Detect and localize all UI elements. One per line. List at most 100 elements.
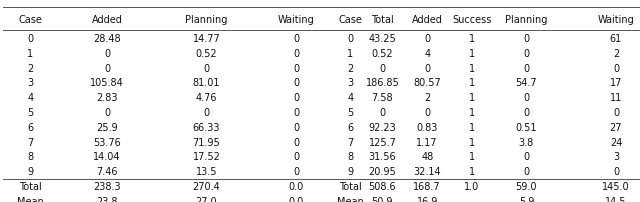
Text: 0: 0 bbox=[293, 166, 299, 176]
Text: 4: 4 bbox=[348, 93, 353, 103]
Text: 7: 7 bbox=[28, 137, 33, 147]
Text: 0: 0 bbox=[380, 63, 385, 73]
Text: 0: 0 bbox=[204, 63, 209, 73]
Text: 17.52: 17.52 bbox=[193, 152, 220, 162]
Text: 1: 1 bbox=[469, 166, 475, 176]
Text: 1: 1 bbox=[469, 78, 475, 88]
Text: 0.51: 0.51 bbox=[516, 122, 537, 132]
Text: 0.0: 0.0 bbox=[289, 181, 303, 191]
Text: 0: 0 bbox=[380, 107, 385, 117]
Text: Case: Case bbox=[19, 15, 42, 25]
Text: 81.01: 81.01 bbox=[193, 78, 220, 88]
Text: Planning: Planning bbox=[185, 15, 228, 25]
Text: 9: 9 bbox=[28, 166, 33, 176]
Text: 0: 0 bbox=[293, 48, 299, 58]
Text: 2: 2 bbox=[348, 63, 353, 73]
Text: 1: 1 bbox=[469, 137, 475, 147]
Text: 1: 1 bbox=[469, 48, 475, 58]
Text: 0.52: 0.52 bbox=[196, 48, 217, 58]
Text: 3: 3 bbox=[348, 78, 353, 88]
Text: 27.0: 27.0 bbox=[196, 196, 217, 202]
Text: 186.85: 186.85 bbox=[365, 78, 399, 88]
Text: Total: Total bbox=[19, 181, 42, 191]
Text: 6: 6 bbox=[348, 122, 353, 132]
Text: 0: 0 bbox=[204, 107, 209, 117]
Text: 1: 1 bbox=[469, 122, 475, 132]
Text: Planning: Planning bbox=[505, 15, 548, 25]
Text: 2: 2 bbox=[424, 93, 430, 103]
Text: 54.7: 54.7 bbox=[516, 78, 537, 88]
Text: 48: 48 bbox=[421, 152, 433, 162]
Text: 0: 0 bbox=[424, 107, 430, 117]
Text: 43.25: 43.25 bbox=[369, 34, 396, 44]
Text: 3.8: 3.8 bbox=[519, 137, 534, 147]
Text: Success: Success bbox=[452, 15, 492, 25]
Text: 3: 3 bbox=[28, 78, 33, 88]
Text: 0: 0 bbox=[524, 152, 529, 162]
Text: 0: 0 bbox=[293, 152, 299, 162]
Text: 7: 7 bbox=[348, 137, 353, 147]
Text: 1: 1 bbox=[469, 152, 475, 162]
Text: 32.14: 32.14 bbox=[413, 166, 441, 176]
Text: 2: 2 bbox=[28, 63, 33, 73]
Text: 0: 0 bbox=[104, 107, 110, 117]
Text: 0: 0 bbox=[293, 137, 299, 147]
Text: 0: 0 bbox=[293, 63, 299, 73]
Text: Added: Added bbox=[412, 15, 443, 25]
Text: 168.7: 168.7 bbox=[413, 181, 441, 191]
Text: 14.04: 14.04 bbox=[93, 152, 121, 162]
Text: 50.9: 50.9 bbox=[372, 196, 393, 202]
Text: 7.58: 7.58 bbox=[372, 93, 393, 103]
Text: 0: 0 bbox=[348, 34, 353, 44]
Text: 7.46: 7.46 bbox=[97, 166, 118, 176]
Text: 1: 1 bbox=[469, 107, 475, 117]
Text: 1: 1 bbox=[348, 48, 353, 58]
Text: 53.76: 53.76 bbox=[93, 137, 121, 147]
Text: 59.0: 59.0 bbox=[516, 181, 537, 191]
Text: 145.0: 145.0 bbox=[602, 181, 630, 191]
Text: 105.84: 105.84 bbox=[90, 78, 124, 88]
Text: 0: 0 bbox=[424, 34, 430, 44]
Text: 8: 8 bbox=[348, 152, 353, 162]
Text: 13.5: 13.5 bbox=[196, 166, 217, 176]
Text: 8: 8 bbox=[28, 152, 33, 162]
Text: 1: 1 bbox=[469, 63, 475, 73]
Text: Total: Total bbox=[371, 15, 394, 25]
Text: 2: 2 bbox=[613, 48, 619, 58]
Text: 508.6: 508.6 bbox=[369, 181, 396, 191]
Text: 5.9: 5.9 bbox=[518, 196, 534, 202]
Text: 1.0: 1.0 bbox=[465, 181, 479, 191]
Text: 0: 0 bbox=[293, 107, 299, 117]
Text: 71.95: 71.95 bbox=[193, 137, 220, 147]
Text: 0: 0 bbox=[613, 107, 619, 117]
Text: -: - bbox=[470, 196, 474, 202]
Text: Added: Added bbox=[92, 15, 123, 25]
Text: 270.4: 270.4 bbox=[193, 181, 220, 191]
Text: 80.57: 80.57 bbox=[413, 78, 441, 88]
Text: 0: 0 bbox=[613, 166, 619, 176]
Text: 3: 3 bbox=[613, 152, 619, 162]
Text: 0: 0 bbox=[524, 34, 529, 44]
Text: 4: 4 bbox=[28, 93, 33, 103]
Text: Waiting: Waiting bbox=[598, 15, 634, 25]
Text: 0: 0 bbox=[104, 63, 110, 73]
Text: 6: 6 bbox=[28, 122, 33, 132]
Text: 5: 5 bbox=[28, 107, 33, 117]
Text: 0.83: 0.83 bbox=[417, 122, 438, 132]
Text: 25.9: 25.9 bbox=[97, 122, 118, 132]
Text: 0: 0 bbox=[613, 63, 619, 73]
Text: 0: 0 bbox=[293, 78, 299, 88]
Text: 4.76: 4.76 bbox=[196, 93, 217, 103]
Text: Waiting: Waiting bbox=[278, 15, 314, 25]
Text: 2.83: 2.83 bbox=[97, 93, 118, 103]
Text: 23.8: 23.8 bbox=[97, 196, 118, 202]
Text: 0: 0 bbox=[293, 122, 299, 132]
Text: 14.77: 14.77 bbox=[193, 34, 220, 44]
Text: 20.95: 20.95 bbox=[369, 166, 396, 176]
Text: 238.3: 238.3 bbox=[93, 181, 121, 191]
Text: 0: 0 bbox=[424, 63, 430, 73]
Text: 0: 0 bbox=[293, 93, 299, 103]
Text: 24: 24 bbox=[610, 137, 622, 147]
Text: 0: 0 bbox=[524, 48, 529, 58]
Text: Mean: Mean bbox=[337, 196, 364, 202]
